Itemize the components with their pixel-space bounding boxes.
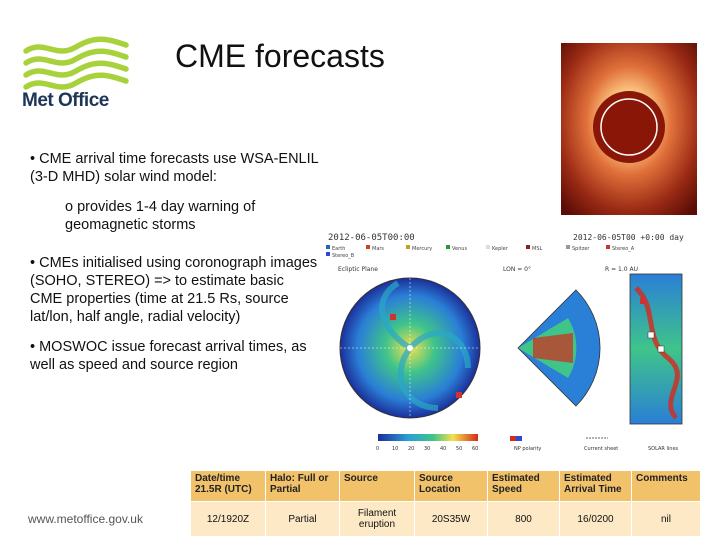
legend-item: Stereo_B bbox=[332, 253, 355, 259]
colorbar-tick: 0 bbox=[376, 446, 379, 452]
legend-item: Mars bbox=[372, 246, 384, 252]
column-header: Date/time 21.5R (UTC) bbox=[190, 470, 266, 502]
column-header: Estimated Arrival Time bbox=[559, 470, 632, 502]
legend-item: Venus bbox=[452, 246, 467, 252]
sim-bottom-label: SOLAR lines bbox=[648, 446, 679, 452]
column-header: Source bbox=[339, 470, 415, 502]
forecast-table: Date/time 21.5R (UTC) Halo: Full or Part… bbox=[190, 470, 701, 537]
sim-time-left: 2012-06-05T00:00 bbox=[328, 233, 415, 243]
column-header: Halo: Full or Partial bbox=[265, 470, 340, 502]
legend-item: Mercury bbox=[412, 246, 432, 252]
legend-item: MSL bbox=[532, 246, 542, 252]
panel-left-label: Ecliptic Plane bbox=[338, 266, 378, 273]
colorbar-tick: 10 bbox=[392, 446, 398, 452]
legend-item: Stereo_A bbox=[612, 246, 635, 252]
footer-url: www.metoffice.gov.uk bbox=[28, 512, 143, 526]
sub-bullet-item: o provides 1-4 day warning of geomagneti… bbox=[65, 199, 256, 233]
legend-item: Kepler bbox=[492, 246, 509, 252]
table-cell: 12/1920Z bbox=[190, 501, 266, 537]
colorbar-tick: 20 bbox=[408, 446, 414, 452]
bullet-item: • CME arrival time forecasts use WSA-ENL… bbox=[30, 151, 319, 185]
sim-bottom-label: NP polarity bbox=[514, 446, 541, 452]
table-header-row: Date/time 21.5R (UTC) Halo: Full or Part… bbox=[190, 470, 701, 502]
table-cell: nil bbox=[631, 501, 701, 537]
bullet-list: • CME arrival time forecasts use WSA-ENL… bbox=[30, 150, 320, 386]
column-header: Estimated Speed bbox=[487, 470, 560, 502]
panel-right-label: R = 1.0 AU bbox=[605, 266, 638, 273]
column-header: Source Location bbox=[414, 470, 488, 502]
colorbar-tick: 60 bbox=[472, 446, 478, 452]
legend-item: Earth bbox=[332, 246, 345, 252]
colorbar-tick: 30 bbox=[424, 446, 430, 452]
table-cell: Partial bbox=[265, 501, 340, 537]
table-cell: Filament eruption bbox=[339, 501, 415, 537]
panel-mid-label: LON = 0° bbox=[503, 266, 531, 273]
bullet-item: • MOSWOC issue forecast arrival times, a… bbox=[30, 339, 307, 373]
colorbar-tick: 50 bbox=[456, 446, 462, 452]
legend-item: Spitzer bbox=[572, 246, 590, 252]
slide-title: CME forecasts bbox=[175, 38, 385, 74]
logo-text: Met Office bbox=[22, 90, 109, 111]
enlil-simulation-image: 2012-06-05T00:00 2012-06-05T00 +0:00 day… bbox=[318, 228, 713, 460]
sim-bottom-label: Current sheet bbox=[584, 446, 618, 452]
table-cell: 16/0200 bbox=[559, 501, 632, 537]
bullet-item: • CMEs initialised using coronograph ima… bbox=[30, 255, 318, 325]
met-office-logo bbox=[23, 36, 129, 90]
table-row: 12/1920Z Partial Filament eruption 20S35… bbox=[190, 501, 701, 537]
colorbar-tick: 40 bbox=[440, 446, 446, 452]
sim-time-right: 2012-06-05T00 +0:00 day bbox=[573, 233, 684, 242]
table-cell: 800 bbox=[487, 501, 560, 537]
coronagraph-image bbox=[561, 43, 697, 215]
table-cell: 20S35W bbox=[414, 501, 488, 537]
column-header: Comments bbox=[631, 470, 701, 502]
